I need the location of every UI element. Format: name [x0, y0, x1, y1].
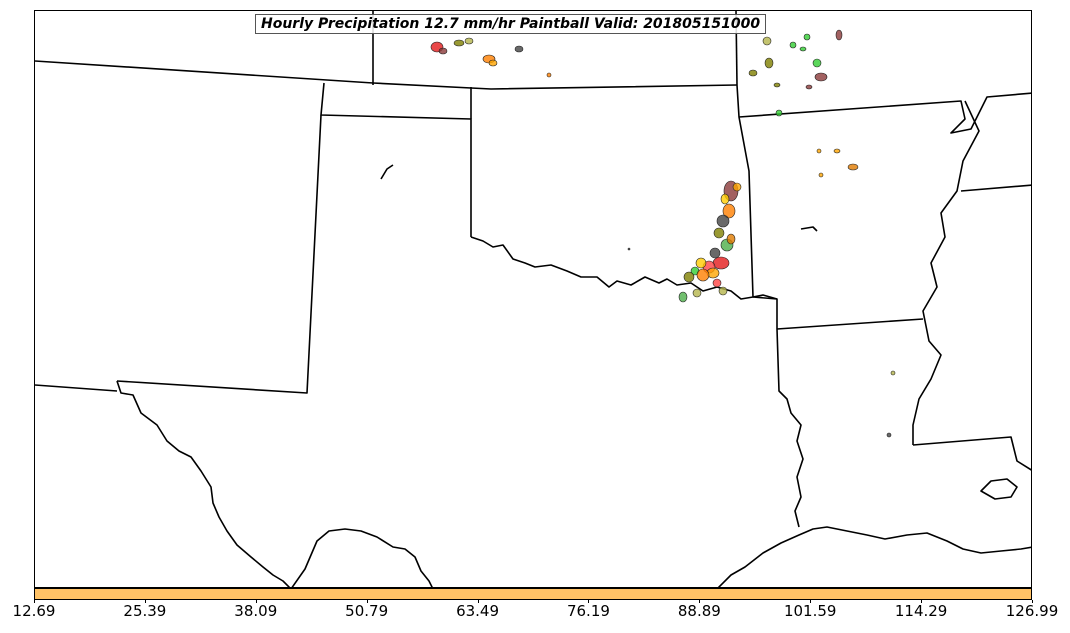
colorbar-tick-label: 101.59: [783, 602, 837, 620]
precip-paintball: [818, 172, 824, 178]
precip-paintball: [718, 286, 728, 296]
coastline-gulf: [717, 526, 1031, 587]
precip-paintball: [678, 291, 688, 303]
boundary-ms-tn: [960, 184, 1031, 192]
boundary-ar-east: [912, 100, 980, 445]
precip-paintball: [716, 214, 730, 228]
precip-paintball: [726, 233, 736, 245]
boundary-mo-ar: [738, 92, 1031, 134]
precip-paintball: [712, 256, 730, 270]
precip-paintball: [683, 271, 695, 283]
boundary-red-river: [470, 236, 778, 300]
precip-paintball: [732, 182, 742, 192]
boundary-rio-grande: [116, 380, 291, 587]
precip-paintball: [709, 247, 721, 259]
precip-paintball: [803, 33, 811, 41]
boundary-ok-east: [736, 84, 754, 298]
precipitation-map: [35, 11, 1031, 587]
state-boundaries: [35, 11, 1031, 587]
boundary-nm-tx-west: [116, 114, 322, 394]
colorbar-tick-label: 50.79: [345, 602, 389, 620]
colorbar-tick-label: 25.39: [123, 602, 167, 620]
precip-paintball: [833, 148, 841, 154]
boundary-mexico: [291, 528, 433, 587]
precip-paintball: [488, 59, 498, 67]
precip-paintball: [438, 47, 448, 55]
precip-paintball: [812, 58, 822, 68]
colorbar-tick-label: 88.89: [677, 602, 721, 620]
precip-paintball: [799, 46, 807, 52]
colorbar-tick-mark: [144, 600, 146, 603]
colorbar-tick-label: 76.19: [566, 602, 610, 620]
precip-paintball: [789, 41, 797, 49]
colorbar-tick-mark: [810, 600, 812, 603]
precip-paintball: [722, 203, 736, 219]
map-panel: [34, 10, 1032, 588]
precip-paintball: [816, 148, 822, 154]
small-feature-2: [800, 226, 818, 232]
precip-paintball: [814, 72, 828, 82]
boundary-tx-la: [776, 328, 804, 528]
colorbar-tick-label: 114.29: [894, 602, 948, 620]
precip-paintball: [627, 247, 631, 251]
precip-paintball: [692, 288, 702, 298]
precip-paintball: [695, 257, 707, 269]
precip-paintball-layer: [430, 29, 896, 438]
small-feature: [380, 164, 394, 180]
colorbar-tick-label: 63.49: [456, 602, 500, 620]
precip-paintball: [890, 370, 896, 376]
coastline-lake: [980, 478, 1018, 500]
boundary-nm-ok: [320, 82, 472, 237]
precip-paintball: [764, 57, 774, 69]
precip-paintball: [546, 72, 552, 78]
colorbar-tick-mark: [699, 600, 701, 603]
precip-paintball: [773, 82, 781, 88]
colorbar-tick-mark: [255, 600, 257, 603]
colorbar: [34, 588, 1032, 600]
precip-paintball: [720, 193, 730, 205]
precip-paintball: [514, 45, 524, 53]
colorbar-tick-mark: [366, 600, 368, 603]
precip-paintball: [775, 109, 783, 117]
colorbar-tick-label: 38.09: [234, 602, 278, 620]
precip-paintball: [712, 278, 722, 288]
colorbar-tick-label: 126.99: [1005, 602, 1059, 620]
precip-paintball: [805, 84, 813, 90]
boundary-ar-la: [776, 318, 924, 330]
precip-paintball: [696, 268, 710, 282]
colorbar-tick-mark: [921, 600, 923, 603]
precip-paintball: [453, 39, 465, 47]
boundary-co-north: [35, 60, 738, 90]
precip-paintball: [847, 163, 859, 171]
precip-paintball: [748, 69, 758, 77]
precip-paintball: [464, 37, 474, 45]
precip-paintball: [886, 432, 892, 438]
boundary-co-nm: [35, 384, 118, 392]
precip-paintball: [713, 227, 725, 239]
precip-paintball: [835, 29, 843, 41]
boundary-ok-ar: [752, 296, 778, 329]
colorbar-tick-mark: [34, 600, 35, 603]
colorbar-tick-label: 12.69: [12, 602, 56, 620]
map-title: Hourly Precipitation 12.7 mm/hr Paintbal…: [255, 14, 767, 34]
colorbar-tick-mark: [588, 600, 590, 603]
boundary-la-ms: [912, 436, 1031, 471]
colorbar-tick-mark: [1032, 600, 1033, 603]
colorbar-tick-mark: [477, 600, 479, 603]
precip-paintball: [762, 36, 772, 46]
